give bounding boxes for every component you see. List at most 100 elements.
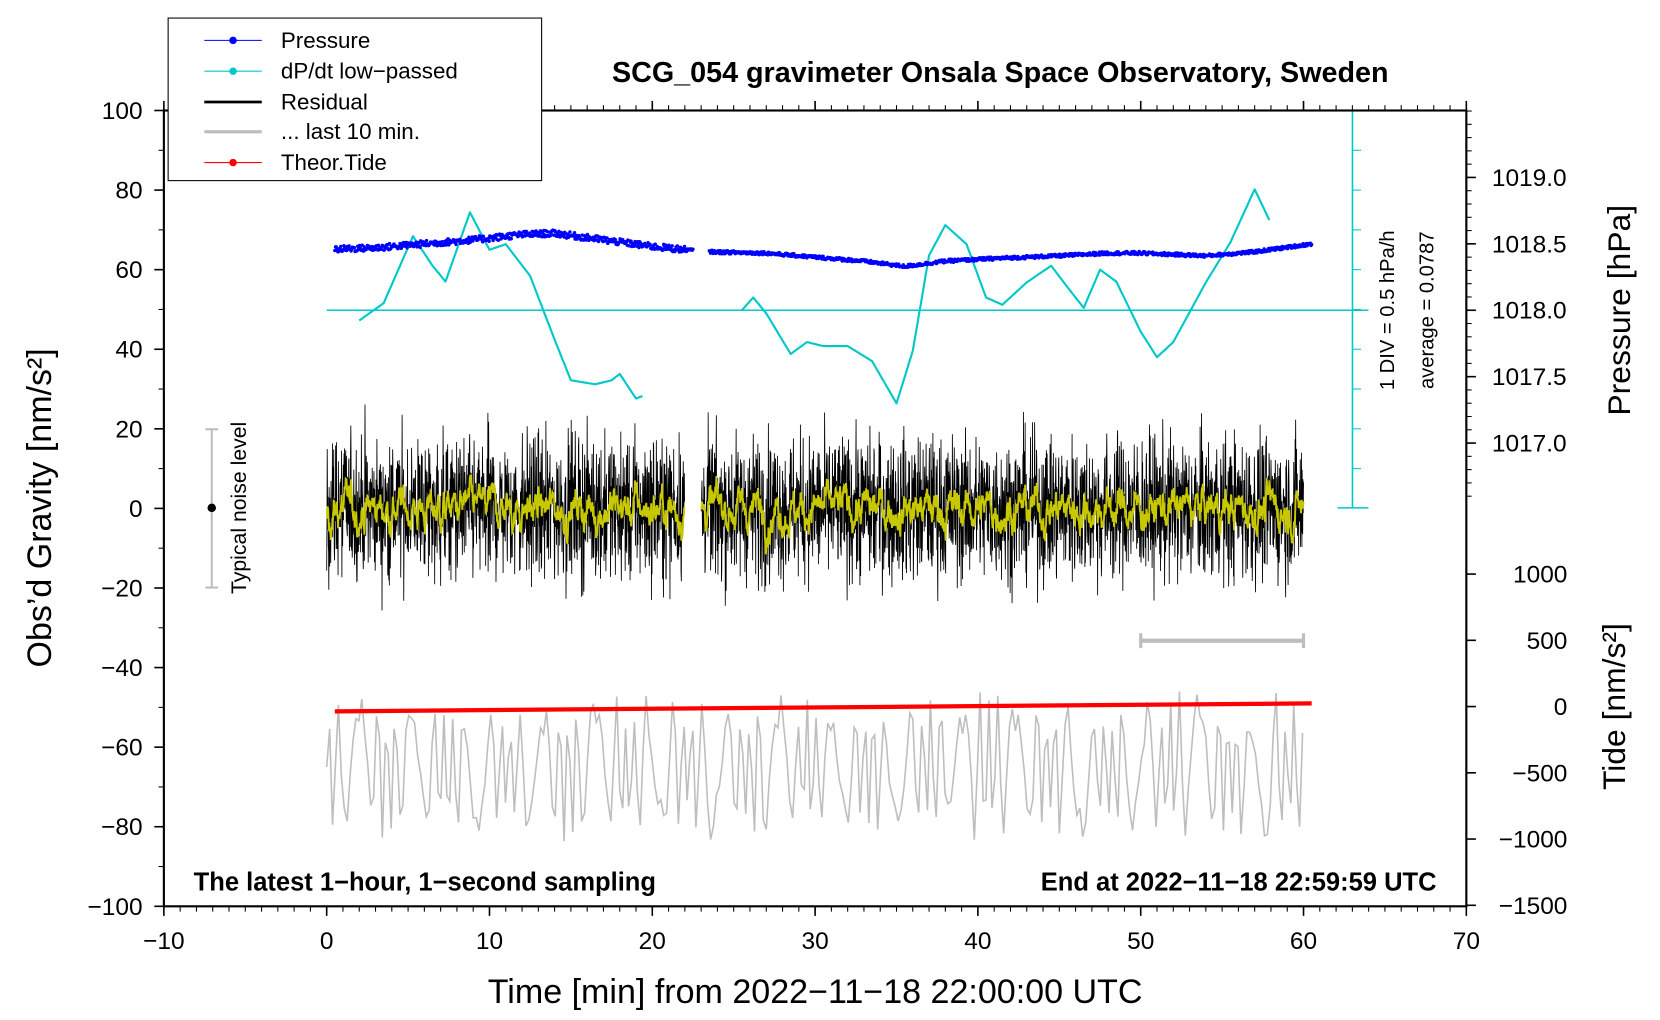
svg-text:dP/dt low−passed: dP/dt low−passed: [281, 59, 458, 84]
legend-item-tide: Theor.Tide: [204, 150, 387, 175]
y-tick-label: −40: [101, 655, 142, 682]
pressure-point: [1309, 242, 1314, 247]
average-label: average = 0.0787: [1416, 231, 1438, 389]
pressure-point: [572, 230, 577, 235]
pressure-point: [629, 239, 633, 243]
x-tick-label: 40: [964, 928, 991, 955]
pressure-point: [675, 244, 680, 248]
x-tick-label: 30: [801, 928, 828, 955]
x-tick-label: 20: [639, 928, 666, 955]
pressure-point: [562, 235, 566, 239]
pressure-point: [790, 254, 794, 259]
x-tick-label: −10: [143, 928, 184, 955]
svg-text:... last 10 min.: ... last 10 min.: [281, 119, 420, 144]
pressure-point: [636, 243, 640, 247]
noise-level-indicator: Typical noise level: [205, 422, 251, 594]
y-tick-label: 40: [115, 337, 142, 364]
pressure-point: [333, 248, 337, 253]
y-axis-label-tide: Tide [nm/s²]: [1596, 623, 1632, 790]
x-axis-label: Time [min] from 2022−11−18 22:00:00 UTC: [488, 973, 1143, 1011]
tide-tick-label: 1000: [1513, 562, 1567, 589]
pressure-point: [540, 235, 544, 239]
tide-tick-label: 0: [1554, 694, 1568, 721]
series-layer: [325, 109, 1369, 842]
pressure-series: [333, 228, 695, 254]
svg-text:Pressure: Pressure: [281, 28, 370, 53]
pressure-point: [665, 247, 669, 252]
x-tick-label: 10: [476, 928, 503, 955]
x-tick-label: 70: [1453, 928, 1480, 955]
y-axis-label-pressure: Pressure [hPa]: [1601, 205, 1637, 416]
pressure-point: [545, 229, 549, 234]
residual-smoothed-line: [700, 475, 1305, 555]
pressure-point: [440, 240, 444, 244]
pressure-tick-label: 1018.5: [1492, 231, 1567, 258]
pressure-point: [551, 233, 556, 237]
pressure-point: [585, 232, 590, 237]
y-tick-label: −20: [101, 576, 142, 603]
legend-item-last10: ... last 10 min.: [204, 119, 420, 144]
legend: Pressure dP/dt low−passed Residual ... l…: [167, 17, 543, 182]
pressure-point: [575, 237, 579, 241]
pressure-tick-label: 1017.0: [1492, 431, 1567, 458]
pressure-point: [1268, 249, 1272, 253]
y-tick-label: 20: [115, 416, 142, 443]
pressure-point: [454, 242, 458, 247]
pressure-tick-label: 1018.0: [1492, 298, 1567, 325]
axis-ticks: −10 0 10 20 30 40 50 60 70100806040200−20−40−60−…: [88, 98, 1568, 955]
pressure-point: [424, 238, 429, 243]
pressure-point: [1116, 250, 1120, 254]
annotation-left: The latest 1−hour, 1−second sampling: [194, 868, 656, 896]
div-label: 1 DIV = 0.5 hPa/h: [1377, 230, 1399, 390]
y-tick-label: 80: [115, 178, 142, 205]
pressure-tick-label: 1017.5: [1492, 364, 1567, 391]
y-axis-label-left: Obs’d Gravity [nm/s²]: [21, 348, 59, 667]
chart-title: SCG_054 gravimeter Onsala Space Observat…: [612, 57, 1389, 89]
pressure-point: [339, 244, 343, 249]
y-tick-label: −80: [101, 814, 142, 841]
pressure-point: [352, 246, 357, 250]
y-tick-label: 0: [129, 496, 143, 523]
pressure-point: [504, 236, 508, 240]
pressure-point: [382, 248, 387, 252]
last10-line: [325, 691, 1304, 842]
pressure-point: [496, 238, 501, 242]
residual-smoothed-line: [326, 474, 686, 546]
svg-text:Theor.Tide: Theor.Tide: [281, 150, 387, 175]
pressure-point: [682, 244, 687, 249]
legend-item-dpdt: dP/dt low−passed: [204, 59, 458, 84]
pressure-point: [509, 237, 514, 241]
pressure-point: [347, 244, 351, 248]
residual-line: [700, 412, 1304, 606]
x-tick-label: 50: [1127, 928, 1154, 955]
pressure-point: [473, 234, 478, 239]
pressure-tick-label: 1019.0: [1492, 165, 1567, 192]
pressure-point: [418, 245, 422, 250]
tide-tick-label: −500: [1512, 760, 1567, 787]
annotation-right: End at 2022−11−18 22:59:59 UTC: [1041, 868, 1437, 896]
tide-tick-label: 500: [1527, 628, 1568, 655]
legend-item-pressure: Pressure: [204, 28, 370, 53]
dpdt-line: [741, 188, 1271, 405]
dpdt-line: [358, 211, 643, 400]
pressure-point: [653, 242, 657, 246]
pressure-point: [358, 245, 362, 250]
svg-text:Residual: Residual: [281, 89, 368, 114]
pressure-point: [648, 242, 652, 247]
residual-line: [326, 404, 685, 611]
pressure-point: [670, 244, 674, 248]
y-tick-label: −100: [88, 894, 143, 921]
pressure-point: [405, 246, 409, 250]
x-tick-label: 60: [1290, 928, 1317, 955]
pressure-point: [548, 234, 553, 238]
pressure-point: [605, 236, 609, 240]
y-tick-label: 60: [115, 257, 142, 284]
noise-label: Typical noise level: [227, 422, 251, 594]
pressure-point: [568, 230, 572, 234]
pressure-point: [613, 238, 618, 242]
pressure-point: [627, 244, 631, 248]
legend-item-residual: Residual: [204, 89, 368, 114]
tide-tick-label: −1500: [1499, 893, 1568, 920]
pressure-series: [707, 241, 1314, 270]
pressure-point: [481, 234, 486, 238]
